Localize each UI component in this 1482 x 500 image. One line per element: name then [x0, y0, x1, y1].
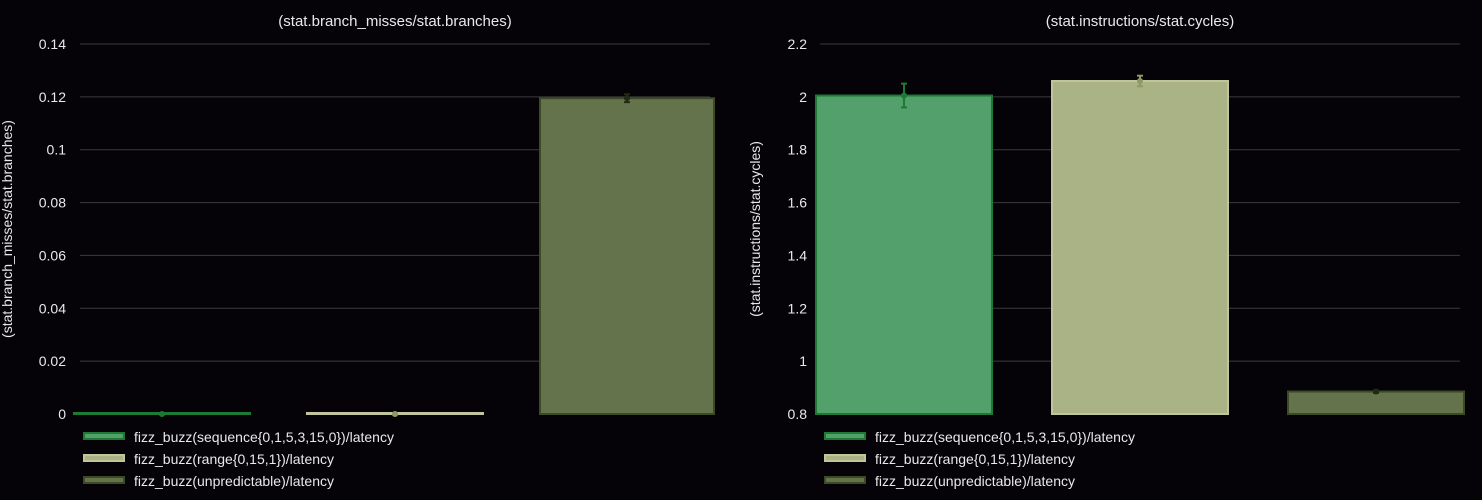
y-axis-label: (stat.instructions/stat.cycles) — [747, 141, 763, 317]
legend-swatch-sequence — [83, 432, 125, 440]
error-bar-sequence — [159, 411, 165, 417]
legend-label-sequence: fizz_buzz(sequence{0,1,5,3,15,0})/latenc… — [875, 429, 1135, 445]
error-bar-range — [1137, 74, 1143, 88]
y-tick-label: 0.08 — [39, 195, 66, 211]
y-tick-label: 0.12 — [39, 89, 66, 105]
bars — [815, 80, 1465, 416]
legend-label-range: fizz_buzz(range{0,15,1})/latency — [134, 451, 334, 467]
legend-swatch-range — [83, 454, 125, 462]
y-axis-label: (stat.branch_misses/stat.branches) — [0, 120, 15, 338]
chart-instructions-per-cycle: (stat.instructions/stat.cycles) (stat.in… — [747, 13, 1465, 489]
bar-range — [1051, 80, 1229, 415]
legend: fizz_buzz(sequence{0,1,5,3,15,0})/latenc… — [83, 429, 394, 489]
y-tick-label: 1.2 — [788, 300, 808, 316]
legend-swatch-sequence — [824, 432, 866, 440]
error-bars — [159, 93, 630, 417]
y-tick-label: 0.14 — [39, 36, 66, 52]
error-bars — [901, 74, 1379, 395]
chart-title: (stat.instructions/stat.cycles) — [1046, 13, 1234, 30]
chart-branch-misses: (stat.branch_misses/stat.branches) (stat… — [0, 13, 715, 489]
legend-swatch-unpredictable — [83, 476, 125, 484]
bar-unpredictable — [1287, 390, 1465, 415]
bar-sequence — [815, 94, 993, 416]
error-bar-range — [392, 411, 398, 417]
legend-swatch-range — [824, 454, 866, 462]
y-axis-ticks: 0.8 1 1.2 1.4 1.6 1.8 2 2.2 — [788, 36, 808, 422]
y-tick-label: 2.2 — [788, 36, 808, 52]
chart-title: (stat.branch_misses/stat.branches) — [278, 13, 511, 30]
legend-label-sequence: fizz_buzz(sequence{0,1,5,3,15,0})/latenc… — [134, 429, 394, 445]
y-tick-label: 1.4 — [788, 247, 808, 263]
legend: fizz_buzz(sequence{0,1,5,3,15,0})/latenc… — [824, 429, 1135, 489]
y-tick-label: 0.06 — [39, 247, 66, 263]
y-tick-label: 0 — [58, 406, 66, 422]
y-tick-label: 0.8 — [788, 406, 808, 422]
legend-label-unpredictable: fizz_buzz(unpredictable)/latency — [875, 473, 1075, 489]
y-tick-label: 2 — [799, 89, 807, 105]
y-tick-label: 1.8 — [788, 142, 808, 158]
legend-swatch-unpredictable — [824, 476, 866, 484]
y-tick-label: 1 — [799, 353, 807, 369]
y-tick-label: 0.02 — [39, 353, 66, 369]
grid-lines — [80, 43, 710, 362]
y-tick-label: 1.6 — [788, 195, 808, 211]
legend-label-range: fizz_buzz(range{0,15,1})/latency — [875, 451, 1075, 467]
y-axis-ticks: 0 0.02 0.04 0.06 0.08 0.1 0.12 0.14 — [39, 36, 66, 422]
bars — [73, 97, 715, 416]
legend-label-unpredictable: fizz_buzz(unpredictable)/latency — [134, 473, 334, 489]
error-bar-sequence — [901, 82, 907, 109]
error-bar-unpredictable — [1373, 388, 1379, 395]
y-tick-label: 0.1 — [47, 142, 67, 158]
bar-unpredictable — [539, 97, 715, 416]
y-tick-label: 0.04 — [39, 300, 66, 316]
error-bar-unpredictable — [624, 93, 630, 104]
